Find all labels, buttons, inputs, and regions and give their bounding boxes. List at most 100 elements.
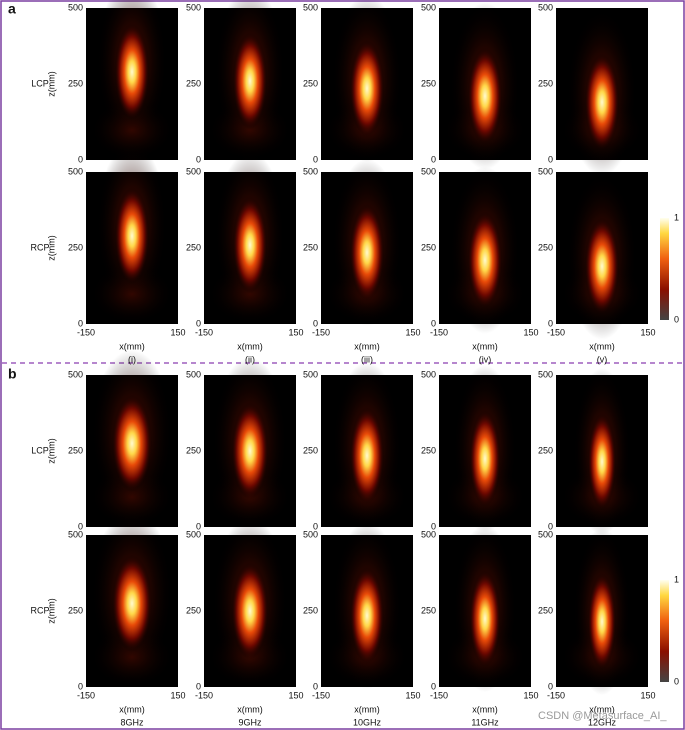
panel-letter: b	[8, 366, 17, 382]
y-tick-label: 0	[78, 681, 83, 691]
beam	[469, 569, 501, 668]
column-label: 9GHz	[238, 717, 262, 727]
column-label: 12GHz	[588, 717, 617, 727]
y-tick-label: 0	[548, 318, 553, 328]
y-tick-label: 500	[68, 369, 83, 379]
y-tick-label: 500	[421, 166, 436, 176]
x-tick-label: -150	[547, 327, 565, 337]
x-tick-label: 150	[170, 327, 185, 337]
x-tick-label: -150	[195, 690, 213, 700]
y-tick-label: 500	[68, 2, 83, 12]
y-tick-label: 250	[186, 242, 201, 252]
row-label: RCP	[30, 242, 49, 252]
y-tick-label: 250	[421, 78, 436, 88]
x-tick-label: -150	[77, 327, 95, 337]
y-tick-label: 250	[538, 445, 553, 455]
y-axis-label: z(mm)	[46, 438, 56, 464]
beam	[232, 196, 268, 294]
x-tick-label: -150	[312, 690, 330, 700]
beam	[231, 562, 269, 660]
y-tick-label: 500	[421, 2, 436, 12]
y-tick-label: 500	[186, 166, 201, 176]
panel-letter: a	[8, 1, 16, 17]
x-tick-label: -150	[312, 327, 330, 337]
x-tick-label: 150	[170, 690, 185, 700]
x-axis-label: x(mm)	[354, 341, 380, 351]
y-tick-label: 250	[303, 78, 318, 88]
y-tick-label: 0	[196, 318, 201, 328]
y-tick-label: 250	[68, 78, 83, 88]
x-axis-label: x(mm)	[354, 704, 380, 714]
y-tick-label: 500	[538, 369, 553, 379]
y-tick-label: 250	[186, 78, 201, 88]
y-tick-label: 0	[313, 318, 318, 328]
y-tick-label: 0	[431, 521, 436, 531]
x-tick-label: 150	[288, 327, 303, 337]
x-tick-label: -150	[77, 690, 95, 700]
row-label: RCP	[30, 605, 49, 615]
beam	[349, 203, 385, 302]
y-tick-label: 0	[196, 681, 201, 691]
beam	[467, 47, 503, 145]
beam	[349, 566, 385, 665]
beam	[587, 573, 617, 671]
y-tick-label: 0	[78, 154, 83, 164]
beam	[467, 211, 503, 309]
y-tick-label: 250	[421, 605, 436, 615]
y-tick-label: 0	[548, 521, 553, 531]
x-tick-label: 150	[523, 690, 538, 700]
y-tick-label: 500	[538, 529, 553, 539]
beam	[111, 394, 153, 493]
x-axis-label: x(mm)	[119, 341, 145, 351]
column-label: 10GHz	[353, 717, 382, 727]
y-tick-label: 0	[196, 154, 201, 164]
y-tick-label: 500	[303, 529, 318, 539]
y-tick-label: 500	[186, 369, 201, 379]
colorbar	[660, 580, 669, 682]
colorbar-tick: 0	[674, 314, 679, 324]
beam	[111, 554, 153, 653]
beam	[584, 217, 620, 315]
y-tick-label: 250	[303, 445, 318, 455]
x-axis-label: x(mm)	[472, 704, 498, 714]
y-tick-label: 250	[538, 78, 553, 88]
y-tick-label: 250	[68, 605, 83, 615]
colorbar-tick: 0	[674, 676, 679, 686]
y-tick-label: 250	[303, 242, 318, 252]
beam	[469, 409, 501, 508]
column-label: (v)	[597, 354, 608, 364]
beam	[349, 406, 385, 505]
y-tick-label: 0	[196, 521, 201, 531]
y-tick-label: 500	[421, 529, 436, 539]
x-axis-label: x(mm)	[237, 704, 263, 714]
y-tick-label: 500	[303, 2, 318, 12]
x-axis-label: x(mm)	[119, 704, 145, 714]
x-tick-label: 150	[288, 690, 303, 700]
colorbar	[660, 218, 669, 320]
beam	[584, 53, 620, 151]
y-tick-label: 250	[538, 242, 553, 252]
y-tick-label: 250	[68, 445, 83, 455]
y-tick-label: 0	[431, 154, 436, 164]
y-axis-label: z(mm)	[46, 235, 56, 261]
x-tick-label: 150	[405, 327, 420, 337]
y-tick-label: 500	[303, 166, 318, 176]
x-tick-label: -150	[547, 690, 565, 700]
y-tick-label: 500	[186, 2, 201, 12]
y-tick-label: 250	[538, 605, 553, 615]
y-axis-label: z(mm)	[46, 71, 56, 97]
colorbar-tick: 1	[674, 574, 679, 584]
x-tick-label: 150	[640, 327, 655, 337]
y-tick-label: 250	[421, 242, 436, 252]
x-axis-label: x(mm)	[237, 341, 263, 351]
column-label: 11GHz	[471, 717, 499, 727]
watermark: CSDN @Metasurface_AI_	[538, 710, 667, 722]
beam	[587, 413, 617, 511]
y-axis-label: z(mm)	[46, 598, 56, 624]
y-tick-label: 500	[538, 166, 553, 176]
beam	[232, 32, 268, 130]
y-tick-label: 0	[431, 681, 436, 691]
y-tick-label: 0	[313, 154, 318, 164]
